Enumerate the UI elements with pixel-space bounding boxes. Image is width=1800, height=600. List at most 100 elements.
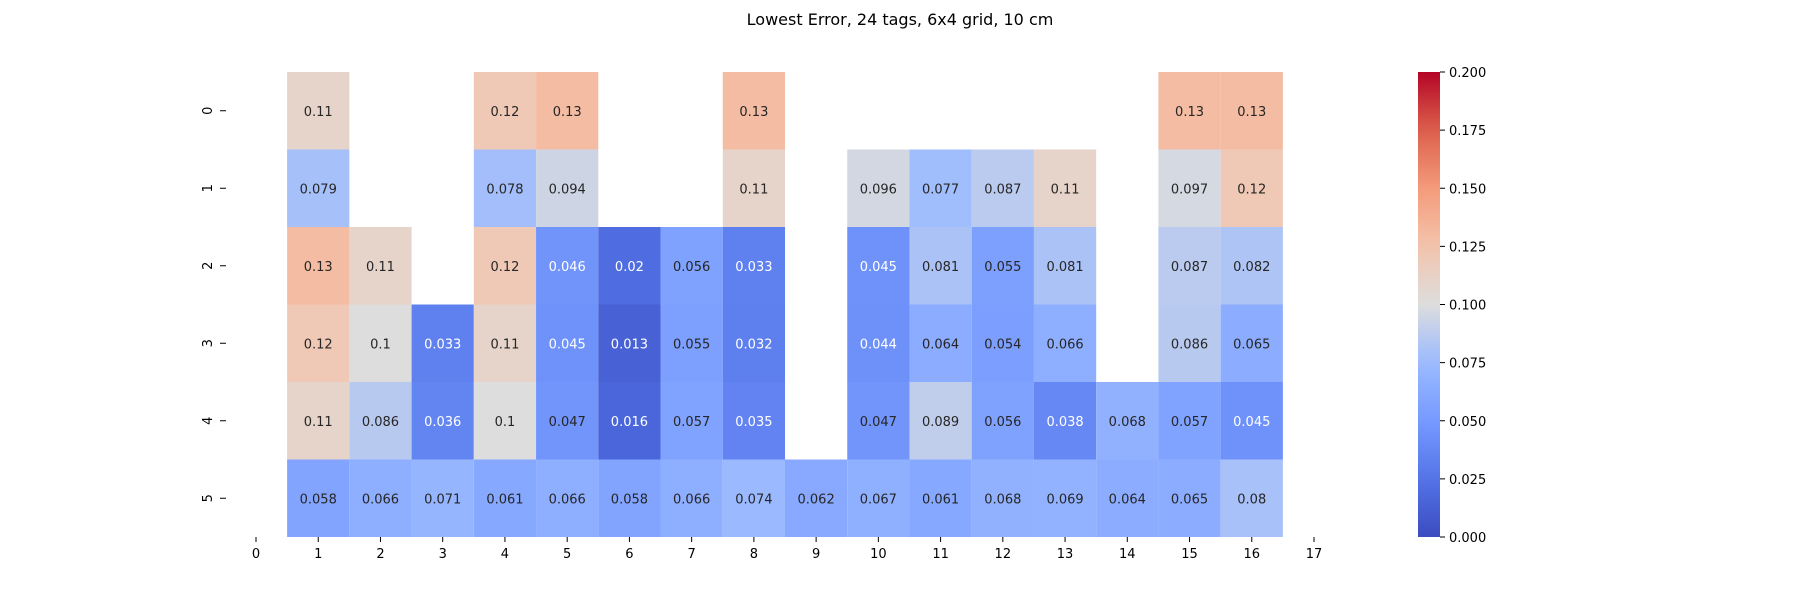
colorbar-gradient xyxy=(1418,72,1440,537)
heatmap-cell-r4-c10 xyxy=(847,382,910,460)
heatmap-cell-r2-c16 xyxy=(1220,227,1283,305)
colorbar-tick-label-0.100: 0.100 xyxy=(1449,299,1486,314)
cell-value-r4-c16: 0.045 xyxy=(1233,415,1270,430)
cell-value-r3-c2: 0.1 xyxy=(370,337,391,352)
heatmap-cell-r4-c6 xyxy=(598,382,661,460)
y-tick-label-5: 5 xyxy=(201,494,216,502)
cell-value-r4-c12: 0.056 xyxy=(984,415,1021,430)
cell-value-r2-c13: 0.081 xyxy=(1046,260,1083,275)
cell-value-r2-c8: 0.033 xyxy=(735,260,772,275)
heatmap-cell-r3-c12 xyxy=(971,304,1034,382)
cell-value-r3-c6: 0.013 xyxy=(611,337,648,352)
heatmap-cell-r1-c1 xyxy=(287,149,350,227)
x-axis: 0 1 2 3 4 5 6 7 8 9 10 11 12 13 14 15 16 17 xyxy=(252,537,1322,562)
cell-value-r2-c4: 0.12 xyxy=(490,260,519,275)
cell-value-r5-c4: 0.061 xyxy=(486,492,523,507)
cell-value-r3-c7: 0.055 xyxy=(673,337,710,352)
cell-value-r3-c13: 0.066 xyxy=(1046,337,1083,352)
colorbar-tick-label-0.150: 0.150 xyxy=(1449,182,1486,197)
cell-value-r3-c4: 0.11 xyxy=(490,337,519,352)
cell-value-r5-c10: 0.067 xyxy=(860,492,897,507)
heatmap-cell-r3-c3 xyxy=(411,304,474,382)
heatmap-cells: 0.11 0.12 0.13 0.13 0.13 0.13 0.079 0.078 0.094 0… xyxy=(287,72,1283,537)
colorbar-tick-label-0.125: 0.125 xyxy=(1449,240,1486,255)
cell-value-r5-c1: 0.058 xyxy=(300,492,337,507)
x-tick-label-17: 17 xyxy=(1306,547,1323,562)
x-tick-label-6: 6 xyxy=(625,547,633,562)
heatmap-cell-r5-c5 xyxy=(536,459,599,537)
cell-value-r4-c2: 0.086 xyxy=(362,415,399,430)
cell-value-r3-c3: 0.033 xyxy=(424,337,461,352)
heatmap-cell-r2-c13 xyxy=(1033,227,1097,305)
cell-value-r2-c5: 0.046 xyxy=(549,260,586,275)
heatmap-cell-r4-c8 xyxy=(722,382,785,460)
x-tick-label-4: 4 xyxy=(501,547,509,562)
cell-value-r5-c14: 0.064 xyxy=(1109,492,1146,507)
heatmap-cell-r2-c5 xyxy=(536,227,599,305)
cell-value-r1-c5: 0.094 xyxy=(549,182,586,197)
cell-value-r1-c12: 0.087 xyxy=(984,182,1021,197)
colorbar-tick-label-0.200: 0.200 xyxy=(1449,66,1486,81)
cell-value-r0-c4: 0.12 xyxy=(490,105,519,120)
cell-value-r3-c10: 0.044 xyxy=(860,337,897,352)
cell-value-r4-c8: 0.035 xyxy=(735,415,772,430)
x-tick-label-10: 10 xyxy=(870,547,887,562)
cell-value-r3-c5: 0.045 xyxy=(549,337,586,352)
colorbar-tick-label-0.175: 0.175 xyxy=(1449,124,1486,139)
x-tick-label-12: 12 xyxy=(995,547,1012,562)
cell-value-r2-c12: 0.055 xyxy=(984,260,1021,275)
heatmap-cell-r3-c10 xyxy=(847,304,910,382)
cell-value-r5-c2: 0.066 xyxy=(362,492,399,507)
heatmap-cell-r4-c12 xyxy=(971,382,1034,460)
x-tick-label-16: 16 xyxy=(1243,547,1260,562)
cell-value-r5-c7: 0.066 xyxy=(673,492,710,507)
heatmap-cell-r4-c13 xyxy=(1033,382,1097,460)
cell-value-r2-c15: 0.087 xyxy=(1171,260,1208,275)
heatmap-cell-r1-c5 xyxy=(536,149,599,227)
cell-value-r2-c6: 0.02 xyxy=(615,260,644,275)
heatmap-cell-r4-c7 xyxy=(660,382,723,460)
x-tick-label-9: 9 xyxy=(812,547,820,562)
cell-value-r0-c8: 0.13 xyxy=(739,105,768,120)
heatmap-cell-r2-c8 xyxy=(722,227,785,305)
cell-value-r2-c16: 0.082 xyxy=(1233,260,1270,275)
cell-value-r3-c11: 0.064 xyxy=(922,337,959,352)
x-tick-label-2: 2 xyxy=(376,547,384,562)
heatmap-cell-r4-c5 xyxy=(536,382,599,460)
cell-value-r0-c1: 0.11 xyxy=(304,105,333,120)
heatmap-cell-r0-c5 xyxy=(536,72,599,150)
colorbar-tick-label-0.075: 0.075 xyxy=(1449,357,1486,372)
heatmap-cell-r5-c11 xyxy=(909,459,972,537)
x-tick-label-5: 5 xyxy=(563,547,571,562)
cell-value-r4-c4: 0.1 xyxy=(495,415,516,430)
heatmap-cell-r3-c6 xyxy=(598,304,661,382)
cell-value-r3-c15: 0.086 xyxy=(1171,337,1208,352)
cell-value-r3-c12: 0.054 xyxy=(984,337,1021,352)
heatmap-cell-r1-c13 xyxy=(1033,149,1097,227)
x-tick-label-14: 14 xyxy=(1119,547,1136,562)
cell-value-r4-c13: 0.038 xyxy=(1046,415,1083,430)
cell-value-r4-c15: 0.057 xyxy=(1171,415,1208,430)
heatmap-cell-r1-c10 xyxy=(847,149,910,227)
cell-value-r4-c10: 0.047 xyxy=(860,415,897,430)
cell-value-r5-c3: 0.071 xyxy=(424,492,461,507)
heatmap-cell-r5-c3 xyxy=(411,459,474,537)
heatmap-cell-r5-c6 xyxy=(598,459,661,537)
heatmap-cell-r3-c15 xyxy=(1158,304,1221,382)
heatmap-cell-r3-c7 xyxy=(660,304,723,382)
cell-value-r0-c15: 0.13 xyxy=(1175,105,1204,120)
cell-value-r2-c1: 0.13 xyxy=(304,260,333,275)
x-tick-label-0: 0 xyxy=(252,547,260,562)
cell-value-r5-c15: 0.065 xyxy=(1171,492,1208,507)
cell-value-r1-c4: 0.078 xyxy=(486,182,523,197)
cell-value-r4-c6: 0.016 xyxy=(611,415,648,430)
heatmap-cell-r3-c11 xyxy=(909,304,972,382)
y-tick-label-3: 3 xyxy=(201,339,216,347)
heatmap-cell-r4-c11 xyxy=(909,382,972,460)
y-tick-label-1: 1 xyxy=(201,184,216,192)
heatmap-cell-r1-c16 xyxy=(1220,149,1283,227)
heatmap-cell-r0-c8 xyxy=(722,72,785,150)
x-tick-label-1: 1 xyxy=(314,547,322,562)
cell-value-r2-c7: 0.056 xyxy=(673,260,710,275)
